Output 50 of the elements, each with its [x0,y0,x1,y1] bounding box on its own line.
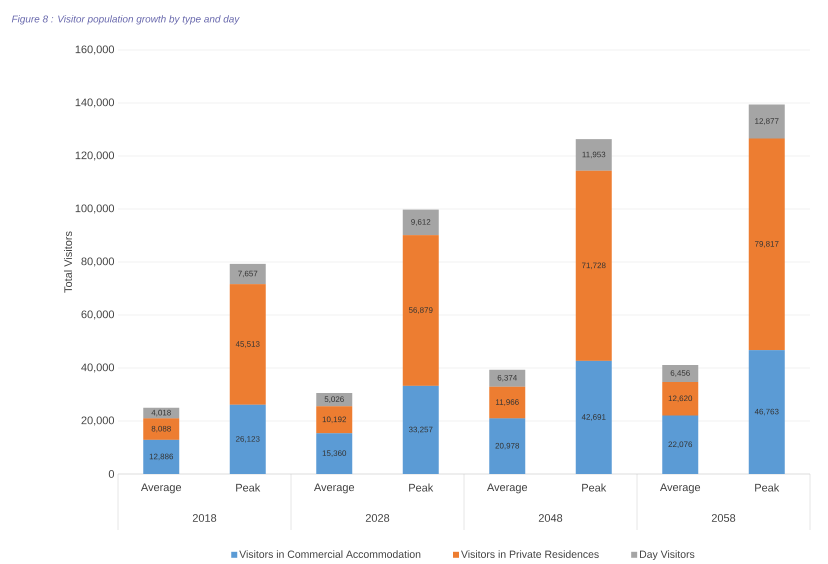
bar [489,370,526,387]
legend-label: Visitors in Commercial Accommodation [239,550,420,558]
bar [748,138,785,350]
legend-label: Day Visitors [640,550,694,560]
x-tick-label: Average [660,484,700,494]
bar [230,404,266,474]
bar [748,350,785,474]
x-tick-label: Peak [409,484,434,492]
bar [662,364,698,382]
x-tick-label: Average [140,484,182,494]
text: 2058 [712,514,736,522]
bar [576,139,612,171]
y-tick-label: 40,000 [81,363,114,373]
bar [316,392,352,406]
y-tick-label: 120,000 [76,151,114,161]
bar [662,416,698,474]
text: 2018 [192,514,216,522]
bar [748,104,785,139]
bar [402,210,439,236]
text: 2028 [366,514,390,522]
chart-title: Figure 8 : Visitor population growth by type and day [12,15,240,24]
x-tick-label: Peak [582,484,606,492]
x-tick-label: Average [486,484,528,494]
bar [402,235,439,386]
bar [316,406,352,434]
y-tick-label: 80,000 [81,257,114,267]
y-tick-label: 60,000 [82,310,114,320]
x-tick-label: Peak [755,484,780,492]
y-axis-title: Total Visitors [64,231,72,293]
bar [489,386,526,418]
bar [143,418,180,440]
y-tick-label: 20,000 [82,416,114,426]
bar [230,284,266,405]
text: 2048 [538,514,562,522]
y-tick-label: 100,000 [76,204,114,214]
bar [576,360,612,474]
bar [143,408,180,418]
x-tick-label: Peak [236,484,260,492]
bar [143,440,180,474]
bar [489,418,526,474]
y-tick-label: 0 [108,470,114,478]
y-tick-label: 160,000 [76,45,114,55]
bar [316,433,352,474]
legend-label: Visitors in Private Residences [461,550,599,558]
y-tick-label: 140,000 [76,98,114,108]
bar [230,264,266,284]
bar [662,382,698,416]
x-tick-label: Average [314,484,354,494]
bar [402,386,439,474]
bar [576,170,612,361]
